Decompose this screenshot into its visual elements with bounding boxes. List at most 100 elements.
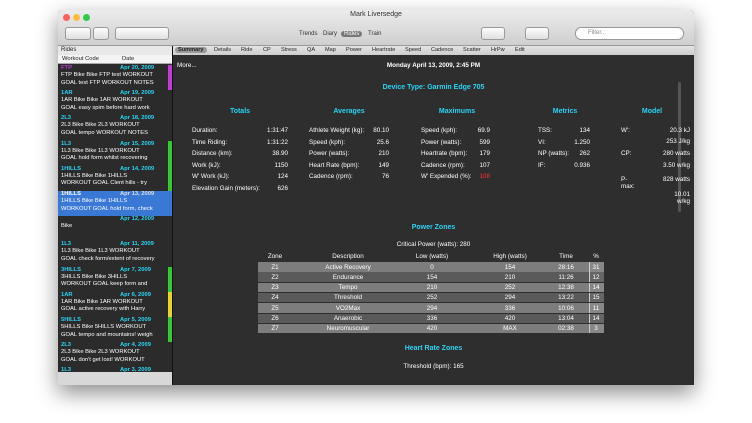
toolbar-tab[interactable]: Trends: [299, 31, 318, 37]
ride-tab[interactable]: CP: [263, 47, 271, 53]
ride-tab[interactable]: Details: [214, 47, 232, 53]
close-button[interactable]: [63, 14, 70, 21]
table-cell: Tempo: [338, 284, 358, 292]
table-cell: 294: [504, 294, 516, 302]
section-title: Maximums: [438, 108, 476, 115]
ride-color-bar: [168, 65, 172, 90]
table-cell: 14: [592, 284, 600, 292]
metric-value: 107: [479, 161, 490, 169]
table-cell: 12: [592, 273, 600, 281]
metric-value: 69.9: [477, 127, 490, 134]
ride-code: FTP: [61, 65, 72, 71]
zone-row: [258, 292, 604, 303]
metric-label: Heartrate (bpm):: [421, 150, 468, 158]
ride-tab[interactable]: Power: [346, 47, 362, 53]
zone-row: [258, 262, 604, 272]
table-header: %: [593, 253, 599, 260]
ride-tab[interactable]: HrPw: [491, 47, 505, 53]
import-button[interactable]: [65, 27, 91, 40]
table-cell: 210: [504, 273, 516, 281]
sidebar-toggle[interactable]: [481, 27, 505, 40]
metric-label: Power (watts):: [309, 150, 350, 158]
table-cell: 252: [504, 284, 516, 292]
ride-notes: GOAL hold form whilst recovering: [61, 155, 148, 162]
ride-notes: 1L3 Bike Bike 1L3 WORKOUT: [61, 147, 140, 154]
ride-tab[interactable]: Scatter: [463, 47, 481, 53]
ride-tab[interactable]: Heartrate: [372, 47, 396, 53]
ride-tab[interactable]: Stress: [281, 47, 297, 53]
scrollbar: [678, 82, 681, 212]
ride-date: Apr 6, 2009: [120, 291, 151, 298]
ride-tab[interactable]: Ride: [241, 47, 253, 53]
ride-notes: 1AR Bike Bike 1AR WORKOUT: [61, 298, 143, 305]
metric-value: 626: [277, 185, 288, 192]
table-cell: 252: [426, 294, 438, 302]
search-field[interactable]: Filter...: [575, 27, 684, 40]
table-cell: 3: [594, 325, 598, 333]
ride-notes: GOAL check form/extent of recovery: [61, 255, 155, 262]
table-cell: 11: [592, 304, 600, 312]
table-cell: Neuromuscular: [326, 325, 370, 333]
zone-row: [258, 313, 604, 324]
table-cell: 31: [592, 263, 600, 271]
minimize-button[interactable]: [73, 14, 80, 21]
zoom-button[interactable]: [83, 14, 90, 21]
section-title: Heart Rate Zones: [404, 345, 463, 352]
layout-toggle[interactable]: [525, 27, 549, 40]
device-type: Device Type: Garmin Edge 705: [382, 84, 485, 91]
metric-label: Speed (kph):: [309, 138, 346, 146]
ride-code: 5HILLS: [61, 317, 81, 323]
metric-value: 20.3 kJ: [669, 127, 690, 134]
more-link[interactable]: More...: [177, 62, 197, 69]
column-label: Workout Code: [62, 56, 99, 62]
hr-threshold: Threshold (bpm): 165: [403, 363, 464, 370]
ride-date: Apr 18, 2009: [120, 115, 155, 122]
metric-value: 10.01 w/kg: [674, 191, 690, 205]
ride-notes: GOAL active recovery with Harry: [61, 306, 146, 313]
column-label: Date: [122, 56, 135, 62]
table-cell: 11:26: [558, 273, 574, 281]
ride-tab-bar: [173, 46, 694, 55]
metric-value: 3.50 w/kg: [663, 162, 690, 169]
selected-row[interactable]: [58, 191, 172, 216]
section-title: Power Zones: [411, 224, 456, 231]
toolbar-tab[interactable]: Train: [368, 31, 382, 37]
ride-datetime: Monday April 13, 2009, 2:45 PM: [386, 62, 481, 69]
metric-label: TSS:: [538, 127, 552, 134]
ride-date: Apr 14, 2009: [120, 165, 155, 172]
table-cell: 336: [426, 315, 438, 322]
table-cell: Endurance: [332, 273, 364, 281]
table-cell: 154: [426, 273, 438, 281]
ride-notes: FTP Bike Bike FTP test WORKOUT: [61, 72, 153, 78]
ride-notes: GOAL test FTP WORKOUT NOTES: [61, 79, 154, 86]
metric-label: IF:: [538, 161, 546, 169]
pct-cell: [589, 282, 604, 293]
ride-tab[interactable]: Map: [325, 47, 336, 53]
ride-code: 1AR: [61, 291, 73, 298]
metric-value: 76: [381, 173, 389, 181]
metric-label: Speed (kph):: [421, 127, 458, 134]
metric-value: 124: [277, 173, 288, 181]
toolbar-tab[interactable]: Diary: [323, 31, 338, 37]
table-cell: 28:16: [558, 263, 574, 271]
table-cell: Anaerobic: [333, 315, 363, 322]
table-cell: 420: [504, 315, 516, 322]
toolbar-tab[interactable]: Rides: [341, 31, 363, 37]
ride-actions[interactable]: [115, 27, 169, 40]
ride-tab[interactable]: Speed: [405, 47, 422, 53]
ride-date: Apr 12, 2009: [120, 216, 155, 223]
ride-tab[interactable]: QA: [307, 47, 316, 53]
table-header: Low (watts): [415, 253, 449, 260]
ride-tab[interactable]: Summary: [175, 47, 207, 53]
ride-notes: 2L3 Bike Bike 2L3 WORKOUT: [61, 349, 140, 356]
ride-tab[interactable]: Cadence: [431, 47, 454, 53]
ride-date: Apr 5, 2009: [120, 317, 151, 323]
edit-button[interactable]: [93, 27, 109, 40]
ride-notes: WORKOUT GOAL Clent hills - try: [61, 180, 147, 187]
title-bar: Mark Liversedge Filter...: [58, 10, 694, 46]
metric-value: 149: [378, 161, 389, 169]
ride-tab[interactable]: Edit: [515, 47, 525, 53]
ride-notes: 5HILLS Bike 5HILLS WORKOUT: [61, 324, 147, 330]
metric-label: W':: [621, 127, 630, 134]
